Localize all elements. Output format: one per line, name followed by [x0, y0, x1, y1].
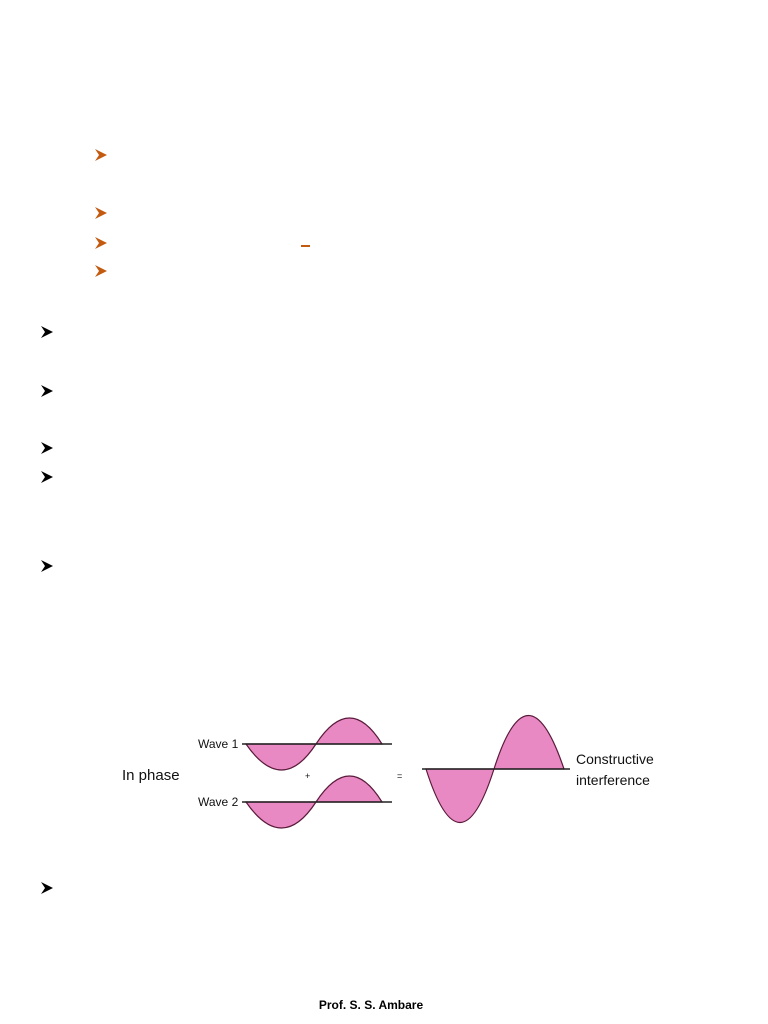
main-bullet-4-arrowhead-icon [40, 470, 54, 484]
main-bullet-3-arrowhead-icon [40, 441, 54, 455]
main-bullet-1-arrowhead-icon [40, 325, 54, 339]
sub-bullet-1-arrowhead-icon [94, 148, 108, 162]
sub-bullet-3-dash-mark [301, 245, 310, 247]
plus-sign: + [305, 771, 310, 781]
main-bullet-6-arrowhead-icon [40, 881, 54, 895]
result-label-line-1: Constructive [576, 751, 654, 767]
wave-2-label: Wave 2 [198, 795, 239, 809]
interference-diagram: Wave 1 Wave 2 In phase + = Constructive … [122, 714, 654, 829]
footer-author: Prof. S. S. Ambare [318, 998, 424, 1012]
constructive-interference-figure: Wave 1 Wave 2 In phase + = Constructive … [110, 700, 670, 840]
main-bullet-5-arrowhead-icon [40, 559, 54, 573]
sub-bullet-3-arrowhead-icon [94, 236, 108, 250]
main-bullet-2-arrowhead-icon [40, 384, 54, 398]
equals-sign: = [397, 771, 402, 781]
in-phase-label: In phase [122, 767, 180, 784]
sub-bullet-4-arrowhead-icon [94, 264, 108, 278]
sub-bullet-2-arrowhead-icon [94, 206, 108, 220]
wave-1-label: Wave 1 [198, 737, 239, 751]
result-label-line-2: interference [576, 772, 650, 788]
